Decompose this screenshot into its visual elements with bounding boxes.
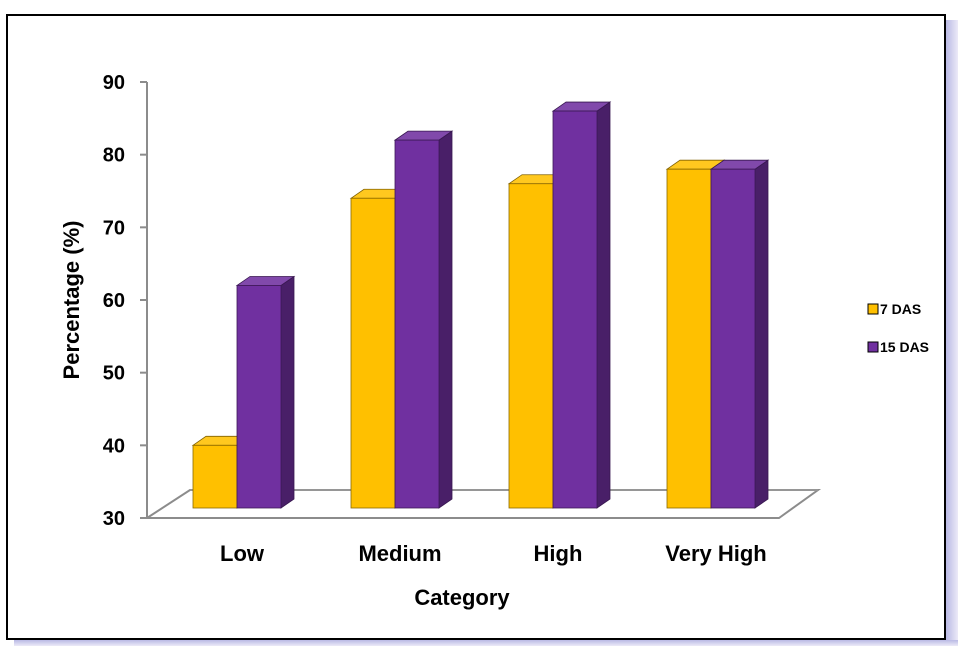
y-tick-label: 60 bbox=[103, 290, 125, 312]
x-tick-label: High bbox=[534, 541, 583, 566]
legend-entry-label: 7 DAS bbox=[880, 301, 921, 317]
legend: 7 DAS 15 DAS bbox=[867, 301, 929, 355]
y-tick-label: 50 bbox=[103, 363, 125, 385]
legend-swatch bbox=[867, 341, 879, 353]
legend-entry-label: 15 DAS bbox=[880, 339, 929, 355]
x-tick-label: Medium bbox=[358, 541, 441, 566]
bar-15-das-low bbox=[235, 275, 296, 509]
y-tick-label: 90 bbox=[103, 72, 125, 94]
bar-15-das-medium bbox=[393, 130, 454, 509]
y-tick-label: 80 bbox=[103, 145, 125, 167]
frame-shadow-right bbox=[946, 20, 958, 646]
bar-15-das-high bbox=[551, 101, 612, 509]
frame-shadow-bottom bbox=[14, 640, 958, 646]
y-tick-label: 70 bbox=[103, 217, 125, 239]
legend-swatch bbox=[867, 303, 879, 315]
x-axis-label: Category bbox=[414, 585, 510, 610]
bar-15-das-very-high bbox=[709, 159, 770, 509]
y-tick-label: 40 bbox=[103, 435, 125, 457]
x-tick-label: Very High bbox=[665, 541, 766, 566]
x-tick-label: Low bbox=[220, 541, 265, 566]
chart-frame bbox=[6, 14, 946, 640]
y-tick-label: 30 bbox=[103, 508, 125, 530]
y-axis-label: Percentage (%) bbox=[59, 221, 84, 380]
